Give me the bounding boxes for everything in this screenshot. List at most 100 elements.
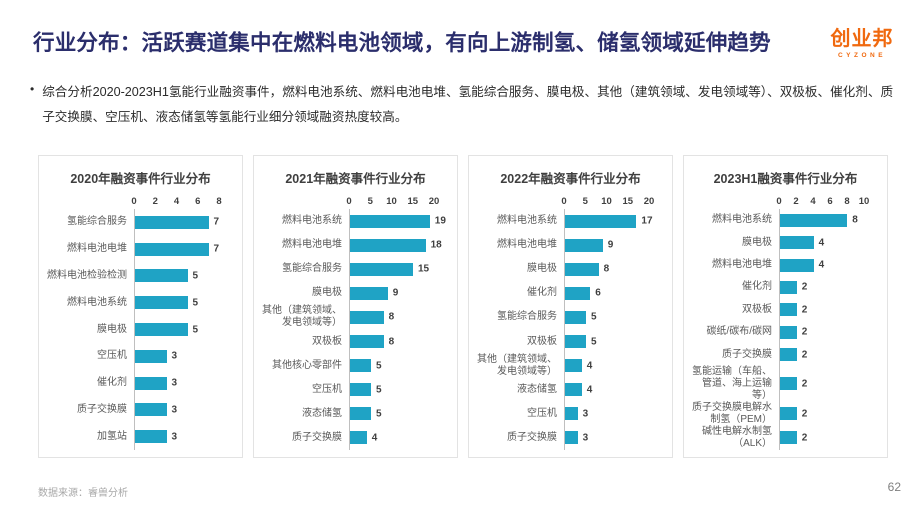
axis-ticks: 0 5 10 15 20 xyxy=(346,192,439,209)
bar-row: 燃料电池电堆 4 xyxy=(691,253,880,277)
value-label: 3 xyxy=(582,408,589,420)
bar-track: 5 xyxy=(564,329,649,354)
summary-text: 综合分析2020-2023H1氢能行业融资事件，燃料电池系统、燃料电池电堆、氢能… xyxy=(42,85,894,124)
bar-track: 3 xyxy=(134,342,219,370)
axis-tick-label: 5 xyxy=(582,196,588,207)
category-label: 燃料电池检验检测 xyxy=(47,269,127,281)
bar-row: 催化剂 2 xyxy=(691,276,880,299)
bar xyxy=(565,431,578,445)
value-label: 4 xyxy=(818,237,825,249)
category-label: 燃料电池系统 xyxy=(67,296,127,308)
value-label: 19 xyxy=(434,215,446,227)
category-label: 液态储氢 xyxy=(517,383,557,395)
logo-wordmark: 创业邦 xyxy=(830,28,894,50)
bar xyxy=(565,407,578,421)
bar-row: 质子交换膜电解水制氢（PEM） 2 xyxy=(691,401,880,426)
bar-row: 液态储氢 5 xyxy=(261,401,450,426)
category-label: 双极板 xyxy=(527,335,557,347)
bar-track: 17 xyxy=(564,209,653,234)
value-label: 4 xyxy=(818,259,825,271)
category-label: 其他（建筑领域、发电领域等） xyxy=(262,305,342,329)
bar-track: 3 xyxy=(564,425,649,450)
bar-track: 4 xyxy=(779,231,864,254)
category-label: 燃料电池电堆 xyxy=(712,259,772,271)
bar xyxy=(135,376,167,390)
bar xyxy=(350,214,430,228)
bar-row: 双极板 8 xyxy=(261,329,450,354)
axis-ticks: 0 5 10 15 20 xyxy=(561,192,654,209)
bar xyxy=(135,296,188,310)
bar-row: 碱性电解水制氢（ALK） 2 xyxy=(691,425,880,450)
value-label: 9 xyxy=(607,239,614,251)
axis-spacer xyxy=(476,192,564,209)
bar-track: 15 xyxy=(349,257,434,282)
bar xyxy=(350,335,384,349)
bar xyxy=(780,407,797,421)
summary-bullet: • 综合分析2020-2023H1氢能行业融资事件，燃料电池系统、燃料电池电堆、… xyxy=(30,80,894,129)
bar xyxy=(350,383,371,397)
bar xyxy=(780,213,848,227)
bar-row: 燃料电池电堆 9 xyxy=(476,233,665,258)
axis-ticks: 0 2 4 6 8 xyxy=(131,192,221,209)
axis-tick-label: 6 xyxy=(827,196,833,207)
bar-track: 2 xyxy=(779,401,864,426)
bar xyxy=(780,377,797,391)
bar-track: 5 xyxy=(349,401,434,426)
axis-tick-label: 2 xyxy=(152,196,158,207)
bar xyxy=(780,280,797,294)
bar-track: 18 xyxy=(349,233,442,258)
category-label: 质子交换膜 xyxy=(507,431,557,443)
value-label: 5 xyxy=(192,297,199,309)
category-label: 碳纸/碳布/碳网 xyxy=(706,326,772,338)
bar-row: 氢能综合服务 7 xyxy=(46,209,235,236)
bar-track: 2 xyxy=(779,276,864,299)
value-label: 5 xyxy=(376,384,382,396)
bar-track: 2 xyxy=(779,365,864,402)
category-label: 液态储氢 xyxy=(302,407,342,419)
axis-tick-label: 4 xyxy=(173,196,180,207)
bar-track: 8 xyxy=(349,305,434,330)
bar xyxy=(565,214,637,228)
axis-row: 0 2 4 6 8 10 xyxy=(691,192,880,209)
value-label: 7 xyxy=(213,243,220,255)
bar xyxy=(565,238,603,252)
bar-track: 3 xyxy=(134,423,219,451)
value-label: 18 xyxy=(430,239,442,251)
bar xyxy=(135,349,167,363)
bar-row: 质子交换膜 3 xyxy=(476,425,665,450)
bullet-marker-icon: • xyxy=(30,82,35,96)
bar-row: 质子交换膜 3 xyxy=(46,396,235,424)
chart-2021: 2021年融资事件行业分布 0 5 10 15 20 燃料电池系统 19 燃料电池电堆 18 氢… xyxy=(253,155,458,458)
category-label: 催化剂 xyxy=(742,281,772,293)
bar-row: 空压机 3 xyxy=(476,401,665,426)
bar xyxy=(350,286,388,300)
bar xyxy=(135,242,209,256)
bar-row: 燃料电池系统 8 xyxy=(691,209,880,232)
category-label: 膜电极 xyxy=(742,236,772,248)
value-label: 2 xyxy=(801,378,808,390)
bar xyxy=(350,359,371,373)
category-label: 双极板 xyxy=(312,335,342,347)
value-label: 2 xyxy=(801,281,808,293)
value-label: 3 xyxy=(171,404,178,416)
bar xyxy=(780,303,797,317)
axis-row: 0 5 10 15 20 xyxy=(261,192,450,209)
bar xyxy=(135,215,209,229)
bar-track: 3 xyxy=(134,396,219,424)
data-source-note: 数据来源：睿兽分析 xyxy=(38,488,128,499)
logo-subtext: CYZONE xyxy=(837,52,887,59)
bar-track: 4 xyxy=(564,377,649,402)
value-label: 8 xyxy=(852,214,858,226)
bar-row: 膜电极 8 xyxy=(476,257,665,282)
bar-track: 2 xyxy=(779,321,864,344)
bar-row: 空压机 5 xyxy=(261,377,450,402)
axis-tick-label: 0 xyxy=(131,196,137,207)
bar xyxy=(780,325,797,339)
bar-row: 质子交换膜 2 xyxy=(691,343,880,366)
bar-row: 燃料电池系统 5 xyxy=(46,289,235,317)
axis-tick-label: 4 xyxy=(810,196,816,207)
value-label: 7 xyxy=(213,216,220,228)
category-label: 燃料电池电堆 xyxy=(282,239,342,251)
category-label: 质子交换膜 xyxy=(77,403,127,415)
